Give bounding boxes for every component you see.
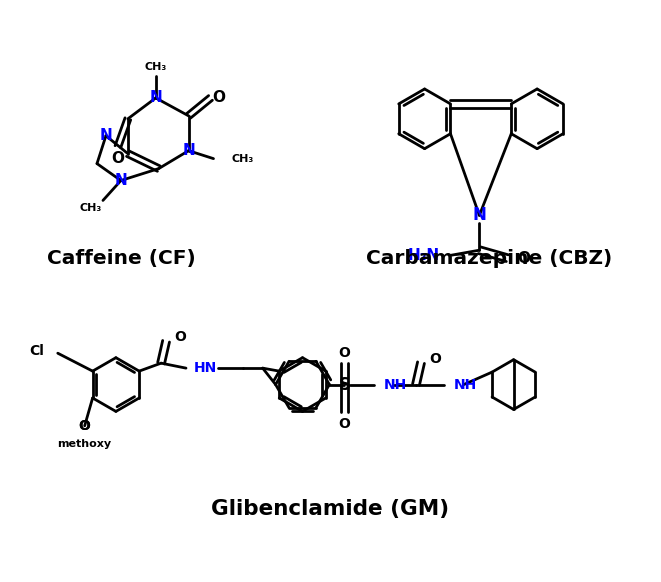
Text: O: O [338, 417, 350, 431]
Text: NH: NH [384, 378, 407, 392]
Text: O: O [79, 419, 91, 433]
Text: N: N [182, 143, 195, 158]
Text: NH: NH [454, 378, 477, 392]
Text: O: O [174, 330, 186, 345]
Text: CH₃: CH₃ [145, 62, 167, 72]
Text: Carbamazepine (CBZ): Carbamazepine (CBZ) [366, 249, 613, 268]
Text: O: O [517, 251, 530, 265]
Text: methoxy: methoxy [58, 439, 112, 449]
Text: HN: HN [194, 361, 217, 375]
Text: O: O [112, 151, 124, 166]
Text: H₂N: H₂N [407, 248, 440, 262]
Text: Cl: Cl [29, 344, 44, 358]
Text: N: N [473, 207, 486, 225]
Text: N: N [149, 90, 162, 105]
Text: Caffeine (CF): Caffeine (CF) [46, 249, 195, 268]
Text: N: N [100, 128, 112, 143]
Text: CH₃: CH₃ [231, 154, 254, 164]
Text: S: S [338, 375, 350, 393]
Text: N: N [114, 173, 128, 188]
Text: CH₃: CH₃ [80, 203, 102, 214]
Text: Glibenclamide (GM): Glibenclamide (GM) [211, 499, 449, 519]
Text: O: O [79, 419, 91, 433]
Text: O: O [429, 352, 441, 365]
Text: O: O [212, 90, 225, 105]
Text: O: O [338, 346, 350, 360]
